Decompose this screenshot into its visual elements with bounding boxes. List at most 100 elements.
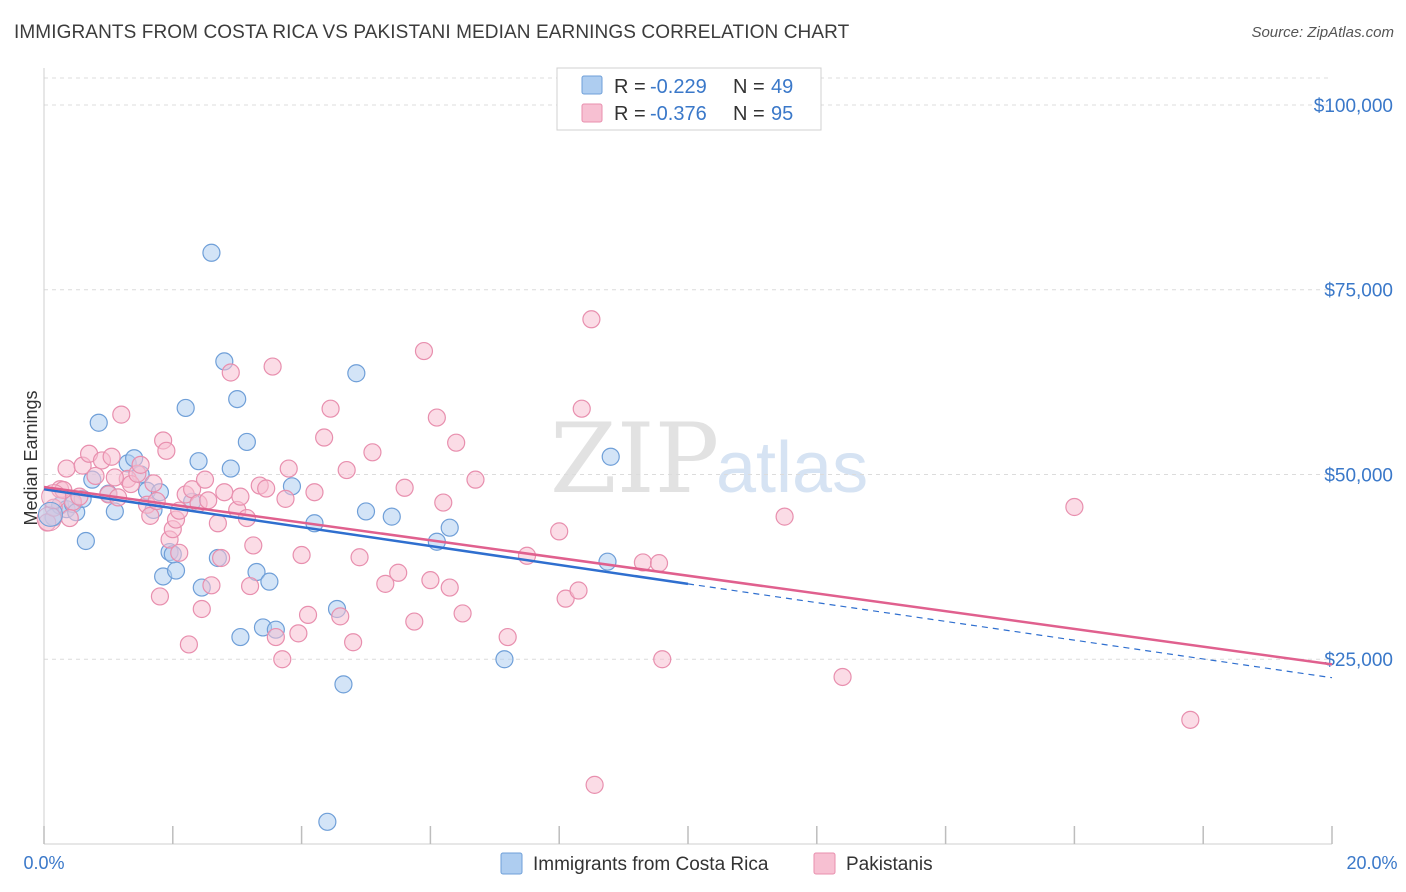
pakistani-point <box>414 341 434 361</box>
costa-rica-point <box>260 572 279 591</box>
y-tick-label: $25,000 <box>1324 650 1393 671</box>
legend-n-value-2: 95 <box>771 103 793 125</box>
trend-line-costa-rica-extension <box>687 583 1333 679</box>
pakistani-point <box>305 483 324 502</box>
legend-n-value-1: 49 <box>771 76 793 98</box>
pakistani-point <box>440 578 459 597</box>
costa-rica-point <box>237 432 256 452</box>
pakistani-point <box>453 604 472 623</box>
pakistani-point <box>337 460 356 480</box>
costa-rica-point <box>221 459 240 478</box>
costa-rica-point <box>318 812 337 831</box>
pakistani-point <box>105 468 124 487</box>
y-tick-label: $100,000 <box>1314 96 1393 117</box>
series-legend-swatch-costa-rica <box>500 852 523 875</box>
pakistani-point <box>344 633 363 652</box>
legend-r-label-1: R = <box>614 76 646 98</box>
y-axis-label: Median Earnings <box>21 390 41 525</box>
legend-r-value-1: -0.229 <box>650 76 707 98</box>
legend-n-label-1: N = <box>733 76 765 98</box>
pakistani-point <box>376 574 395 593</box>
pakistani-point <box>170 543 189 562</box>
pakistani-point <box>57 459 76 478</box>
pakistani-point <box>331 607 350 626</box>
series-legend-label-pakistanis: Pakistanis <box>846 854 933 875</box>
pakistani-point <box>276 489 295 508</box>
pakistani-point <box>60 508 79 528</box>
pakistani-point <box>102 447 121 466</box>
chart-title: IMMIGRANTS FROM COSTA RICA VS PAKISTANI … <box>14 22 850 43</box>
pakistani-point <box>221 363 240 382</box>
costa-rica-point <box>166 561 186 580</box>
pakistani-point <box>833 667 852 687</box>
x-tick-label-min: 0.0% <box>23 853 64 873</box>
watermark-atlas: atlas <box>716 428 868 508</box>
pakistani-point <box>427 408 446 427</box>
pakistani-point <box>292 545 311 565</box>
stats-legend: R = -0.229 N = 49 R = -0.376 N = 95 <box>556 67 822 131</box>
pakistani-point <box>244 536 263 555</box>
pakistani-point <box>263 357 282 376</box>
pakistani-point <box>192 599 211 619</box>
legend-n-label-2: N = <box>733 103 765 125</box>
pakistani-point <box>572 399 591 418</box>
pakistani-point <box>112 405 131 424</box>
pakistani-point <box>150 587 170 606</box>
pakistani-point <box>289 624 308 643</box>
pakistani-point <box>466 470 485 489</box>
x-axis-ticks <box>43 826 1333 844</box>
legend-swatch-blue <box>581 75 603 95</box>
costa-rica-point <box>231 627 250 647</box>
costa-rica-point <box>347 364 366 383</box>
pakistani-point <box>199 491 218 510</box>
pakistani-point <box>144 474 163 493</box>
y-tick-label: $50,000 <box>1324 465 1393 486</box>
pakistani-point <box>434 493 453 512</box>
pakistani-point <box>405 612 424 631</box>
pakistani-point <box>395 478 414 497</box>
watermark: ZIP atlas <box>550 403 868 515</box>
pakistani-point <box>315 428 334 447</box>
data-points <box>36 243 1200 831</box>
trend-line-pakistanis <box>43 485 1333 666</box>
pakistani-point <box>179 635 198 654</box>
pakistani-point <box>86 466 105 486</box>
pakistani-point <box>498 627 517 647</box>
pakistani-point <box>202 576 221 595</box>
pakistani-point <box>585 775 604 794</box>
pakistani-point <box>273 650 292 669</box>
pakistani-point <box>208 514 227 533</box>
pakistani-point <box>240 576 260 596</box>
costa-rica-point <box>176 398 195 418</box>
pakistani-point <box>257 479 276 498</box>
pakistani-point <box>157 441 176 460</box>
costa-rica-point <box>382 507 401 526</box>
pakistani-point <box>195 470 215 489</box>
pakistani-point <box>1065 497 1084 517</box>
watermark-zip: ZIP <box>550 403 719 515</box>
pakistani-point <box>389 563 408 582</box>
pakistani-point <box>279 459 298 478</box>
costa-rica-point <box>601 447 620 466</box>
x-tick-label-max: 20.0% <box>1346 853 1397 873</box>
costa-rica-point <box>202 243 221 262</box>
costa-rica-point <box>440 518 459 537</box>
pakistani-point <box>215 483 234 502</box>
pakistani-point <box>649 554 669 573</box>
pakistani-point <box>582 310 601 329</box>
costa-rica-point <box>37 501 63 527</box>
y-tick-label: $75,000 <box>1324 281 1393 302</box>
y-axis-tick-labels: $25,000 $50,000 $75,000 $100,000 <box>1314 96 1393 671</box>
pakistani-point <box>550 522 569 541</box>
pakistani-point <box>131 455 150 474</box>
pakistani-point <box>569 581 588 600</box>
pakistani-point <box>298 605 318 624</box>
pakistani-point <box>556 589 575 608</box>
pakistani-point <box>1181 710 1200 729</box>
legend-swatch-pink <box>581 103 603 123</box>
pakistani-point <box>212 548 231 568</box>
pakistani-point <box>421 571 440 590</box>
costa-rica-point <box>76 531 95 551</box>
pakistani-point <box>363 443 382 462</box>
